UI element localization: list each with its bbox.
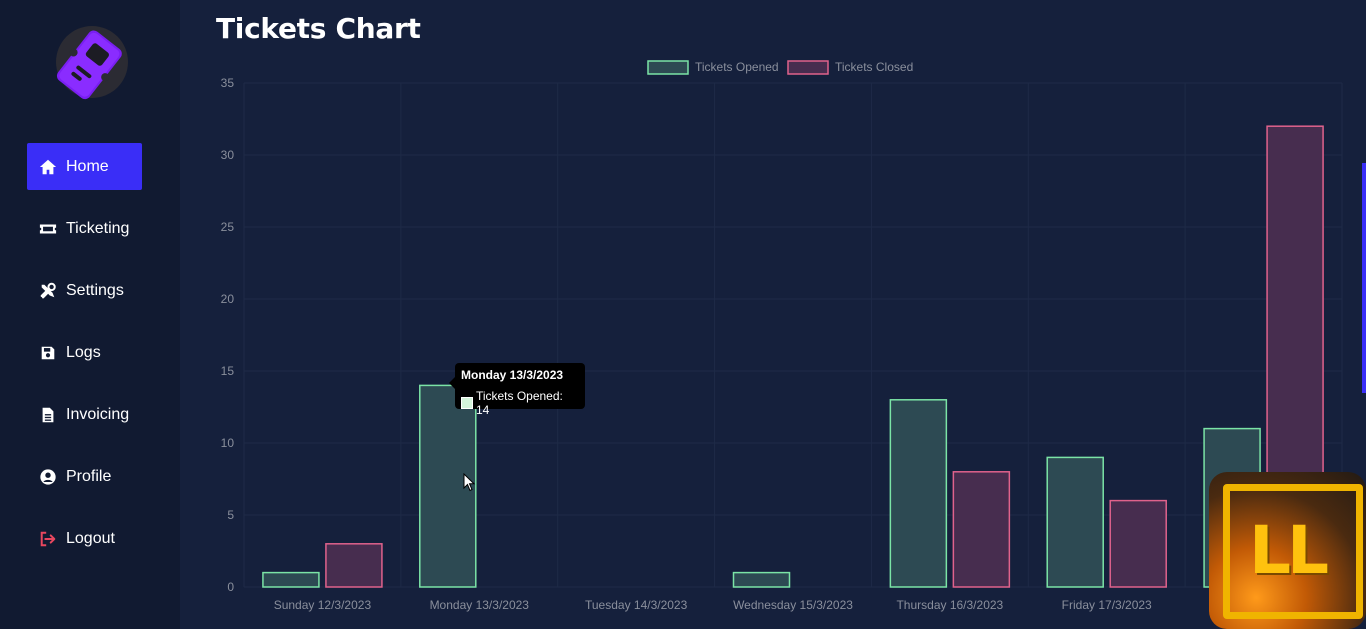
bar (952, 471, 1011, 588)
sidebar-item-settings[interactable]: Settings (27, 267, 142, 314)
home-icon (38, 157, 58, 177)
sidebar-item-label: Ticketing (66, 219, 130, 237)
x-tick-label: Thursday 16/3/2023 (896, 598, 1003, 612)
page-title: Tickets Chart (216, 12, 421, 45)
sidebar: Home Ticketing Settings Logs Invoicing P… (0, 0, 180, 629)
sidebar-item-profile[interactable]: Profile (27, 453, 142, 500)
document-icon (38, 405, 58, 425)
sidebar-item-logout[interactable]: Logout (27, 515, 142, 562)
y-tick-label: 5 (227, 508, 234, 522)
sidebar-item-ticketing[interactable]: Ticketing (27, 205, 142, 252)
bar (889, 399, 948, 588)
tickets-bar-chart: 0 5 10 15 20 25 30 35 Sunday 12/3/2023 Monday 13/… (221, 60, 1343, 612)
bar (1046, 456, 1104, 588)
sidebar-item-label: Settings (66, 281, 124, 299)
x-tick-label: Tuesday 14/3/2023 (585, 598, 688, 612)
y-tick-label: 10 (221, 436, 235, 450)
bar (1109, 499, 1167, 588)
mouse-cursor-icon (463, 473, 476, 492)
legend-swatch (647, 60, 689, 75)
bar (732, 571, 791, 588)
scrollbar-thumb[interactable] (1362, 163, 1366, 393)
bar (325, 543, 383, 588)
tooltip-title: Monday 13/3/2023 (461, 368, 564, 382)
sidebar-item-label: Logs (66, 343, 101, 361)
ticket-logo-icon[interactable] (48, 22, 132, 106)
y-tick-label: 0 (227, 580, 234, 594)
y-tick-label: 35 (221, 76, 235, 90)
sidebar-item-label: Home (66, 157, 109, 175)
legend-label: Tickets Closed (835, 60, 913, 74)
y-tick-label: 15 (221, 364, 235, 378)
sidebar-item-label: Profile (66, 467, 112, 485)
y-tick-label: 25 (221, 220, 235, 234)
tooltip-swatch (461, 397, 473, 409)
x-tick-label: Monday 13/3/2023 (430, 598, 530, 612)
legend-swatch (787, 60, 829, 75)
user-circle-icon (38, 467, 58, 487)
sidebar-item-label: Invoicing (66, 405, 130, 423)
sidebar-item-logs[interactable]: Logs (27, 329, 142, 376)
y-tick-label: 20 (221, 292, 235, 306)
legend-label: Tickets Opened (695, 60, 779, 74)
tools-icon (38, 281, 58, 301)
sidebar-item-label: Logout (66, 529, 115, 547)
chart-tooltip: Monday 13/3/2023 Tickets Opened: 14 (449, 363, 585, 417)
x-tick-label: Wednesday 15/3/2023 (733, 598, 853, 612)
x-tick-label: Sunday 12/3/2023 (274, 598, 372, 612)
tooltip-text: Tickets Opened: 14 (475, 389, 563, 417)
sidebar-item-home[interactable]: Home (27, 143, 142, 190)
bar (262, 571, 320, 588)
x-tick-label: Friday 17/3/2023 (1062, 598, 1152, 612)
ticket-icon (38, 219, 58, 239)
logout-icon (38, 529, 58, 549)
y-tick-label: 30 (221, 148, 235, 162)
save-icon (38, 343, 58, 363)
sidebar-item-invoicing[interactable]: Invoicing (27, 391, 142, 438)
ll-logo-icon: LL (1209, 472, 1366, 629)
